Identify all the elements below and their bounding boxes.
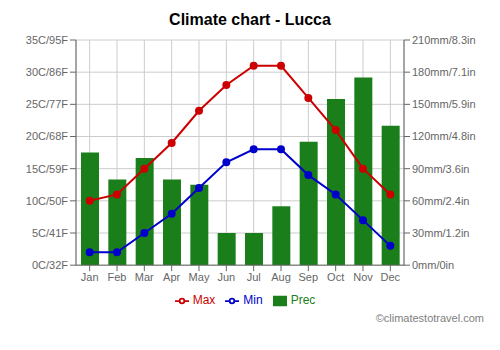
- svg-text:Dec: Dec: [381, 271, 401, 283]
- svg-text:210mm/8.3in: 210mm/8.3in: [412, 34, 476, 46]
- html-text:Max: Max: [192, 293, 216, 308]
- svg-text:60mm/2.4in: 60mm/2.4in: [412, 195, 469, 207]
- svg-text:30mm/1.2in: 30mm/1.2in: [412, 227, 469, 239]
- svg-text:Mar: Mar: [135, 271, 154, 283]
- svg-text:90mm/3.6in: 90mm/3.6in: [412, 163, 469, 175]
- html-text:Climate chart - Lucca: Climate chart - Lucca: [169, 11, 331, 28]
- svg-text:May: May: [189, 271, 210, 283]
- svg-text:25C/77F: 25C/77F: [26, 98, 68, 110]
- svg-text:15C/59F: 15C/59F: [26, 163, 68, 175]
- svg-text:Jan: Jan: [81, 271, 99, 283]
- svg-text:20C/68F: 20C/68F: [26, 130, 68, 142]
- svg-text:Feb: Feb: [108, 271, 127, 283]
- svg-text:150mm/5.9in: 150mm/5.9in: [412, 98, 476, 110]
- svg-text:Oct: Oct: [327, 271, 344, 283]
- svg-text:30C/86F: 30C/86F: [26, 66, 68, 78]
- svg-text:Sep: Sep: [299, 271, 319, 283]
- svg-text:0mm/0in: 0mm/0in: [412, 259, 454, 271]
- svg-text:120mm/4.8in: 120mm/4.8in: [412, 130, 476, 142]
- html-text:Prec: Prec: [290, 293, 316, 308]
- html-text:©climatestotravel.com: ©climatestotravel.com: [375, 312, 484, 324]
- html-text:Min: Min: [243, 293, 263, 308]
- svg-text:180mm/7.1in: 180mm/7.1in: [412, 66, 476, 78]
- svg-text:Jul: Jul: [247, 271, 261, 283]
- svg-text:0C/32F: 0C/32F: [32, 259, 68, 271]
- svg-text:Nov: Nov: [353, 271, 373, 283]
- svg-text:35C/95F: 35C/95F: [26, 34, 68, 46]
- svg-text:5C/41F: 5C/41F: [32, 227, 68, 239]
- svg-text:10C/50F: 10C/50F: [26, 195, 68, 207]
- svg-text:Aug: Aug: [271, 271, 291, 283]
- svg-text:Jun: Jun: [217, 271, 235, 283]
- svg-text:Apr: Apr: [163, 271, 180, 283]
